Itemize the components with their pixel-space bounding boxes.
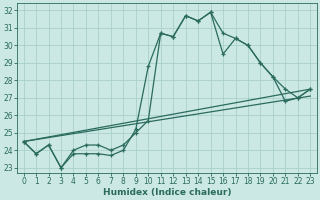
- X-axis label: Humidex (Indice chaleur): Humidex (Indice chaleur): [103, 188, 231, 197]
